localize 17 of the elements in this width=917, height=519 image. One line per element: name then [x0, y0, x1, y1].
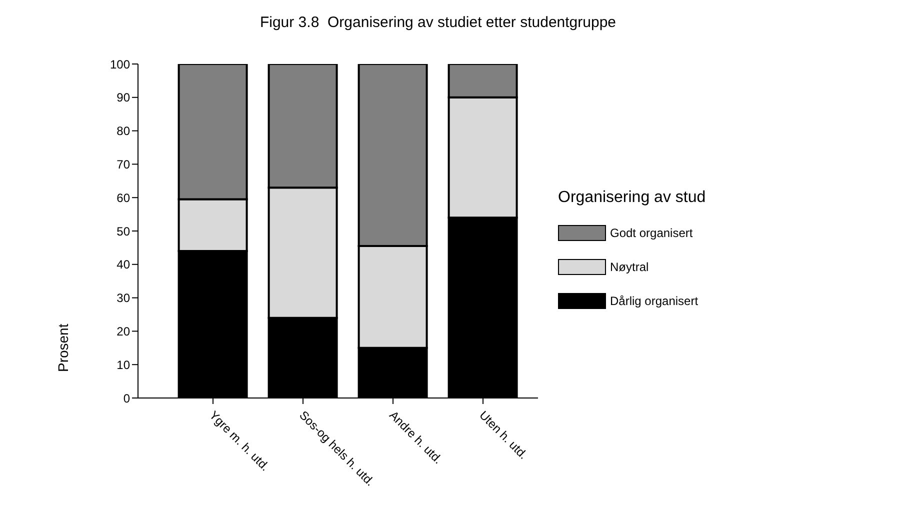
legend-label: Godt organisert [610, 226, 693, 240]
y-tick-label: 40 [116, 258, 130, 272]
y-axis-title: Prosent [55, 324, 71, 372]
y-tick-label: 0 [123, 391, 130, 406]
legend-label: Dårlig organisert [610, 294, 698, 308]
y-tick-label: 30 [116, 291, 130, 306]
y-tick-label: 60 [116, 190, 130, 205]
y-tick-label: 70 [116, 157, 130, 172]
y-tick-label: 80 [116, 124, 130, 138]
y-tick-label: 20 [116, 324, 130, 338]
y-tick-label: 10 [116, 358, 130, 372]
y-tick-label: 100 [110, 57, 130, 72]
y-tick-label: 90 [116, 90, 130, 105]
chart-title: Figur 3.8 Organisering av studiet etter studentgruppe [258, 14, 618, 31]
legend-title: Organisering av stud [558, 189, 707, 207]
y-tick-label: 50 [116, 224, 130, 238]
legend-label: Nøytral [610, 260, 649, 274]
